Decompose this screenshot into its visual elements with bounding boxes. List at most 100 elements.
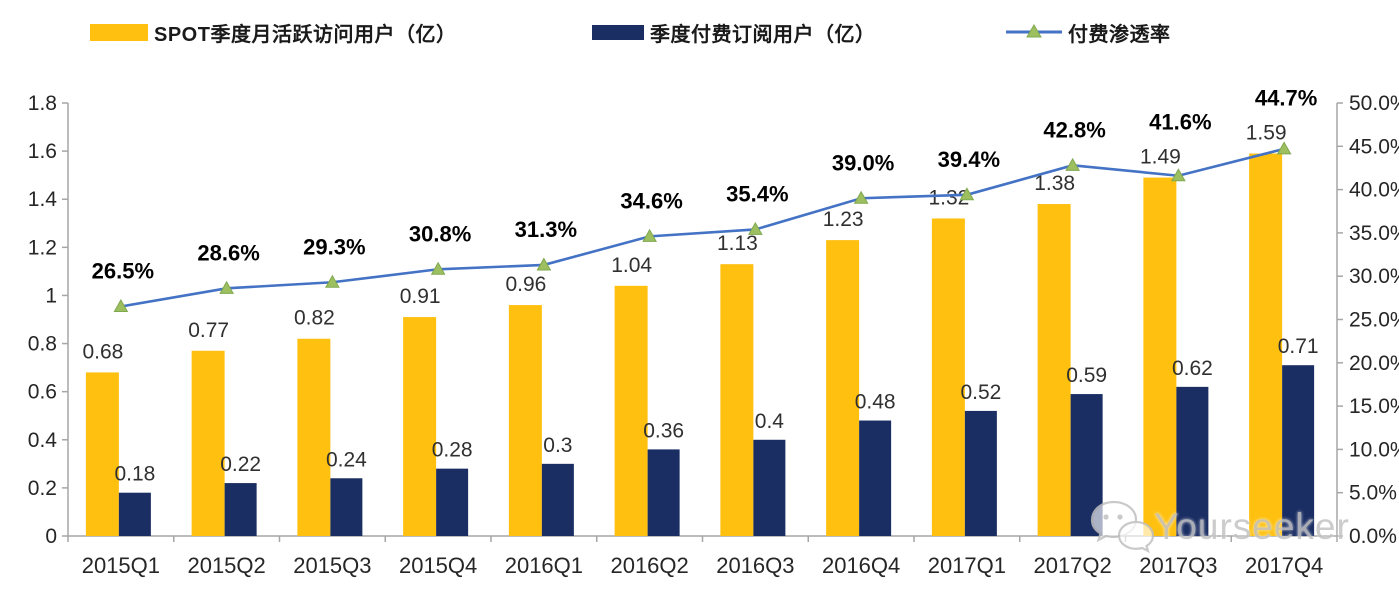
left-axis-tick-label: 1: [45, 284, 57, 307]
left-axis-tick-label: 0.6: [28, 381, 57, 404]
subs-value-label: 0.22: [220, 453, 261, 476]
penetration-pct-label: 30.8%: [409, 221, 471, 246]
mau-bar: [297, 338, 331, 536]
right-axis-tick-label: 35.0%: [1349, 222, 1399, 245]
legend-label-subs: 季度付费订阅用户（亿）: [650, 23, 876, 46]
subs-bar: [330, 478, 363, 536]
mau-bar: [508, 305, 542, 536]
penetration-pct-label: 29.3%: [303, 234, 365, 259]
legend-label-penetration: 付费渗透率: [1068, 23, 1171, 46]
mau-bar: [614, 285, 648, 536]
penetration-pct-label: 42.8%: [1043, 117, 1105, 142]
legend-item-penetration: 付费渗透率: [1006, 14, 1171, 50]
subs-value-label: 0.3: [543, 434, 572, 457]
line-triangle-icon: [1006, 24, 1062, 38]
subs-value-label: 0.71: [1278, 335, 1319, 358]
right-axis-tick-label: 50.0%: [1349, 92, 1399, 115]
penetration-pct-label: 39.0%: [832, 150, 894, 175]
subs-value-label: 0.59: [1066, 364, 1107, 387]
right-axis-tick-label: 30.0%: [1349, 265, 1399, 288]
subs-bar: [753, 439, 786, 536]
x-axis-label: 2016Q2: [610, 553, 688, 578]
mau-value-label: 0.96: [505, 273, 546, 296]
subs-bar: [436, 468, 469, 536]
left-axis-tick-label: 1.8: [28, 92, 57, 115]
subs-bar: [1070, 394, 1103, 536]
mau-value-label: 1.38: [1034, 172, 1075, 195]
x-axis-label: 2017Q3: [1139, 553, 1217, 578]
x-axis-label: 2017Q4: [1245, 553, 1323, 578]
mau-value-label: 1.32: [928, 186, 969, 209]
triangle-marker: [430, 261, 446, 275]
right-axis-tick-label: 0.0%: [1349, 525, 1397, 548]
mau-bar: [1249, 153, 1283, 536]
penetration-pct-label: 41.6%: [1149, 110, 1211, 135]
subs-bar: [541, 463, 574, 536]
right-axis-tick-label: 25.0%: [1349, 309, 1399, 332]
mau-value-label: 0.77: [188, 319, 229, 342]
mau-value-label: 1.49: [1140, 146, 1181, 169]
subs-bar: [859, 420, 892, 536]
triangle-marker: [959, 187, 975, 201]
mau-bar: [191, 350, 225, 536]
triangle-marker: [1276, 141, 1292, 155]
mau-bar-swatch: [90, 23, 148, 41]
subs-value-label: 0.62: [1172, 357, 1213, 380]
right-axis-tick-label: 5.0%: [1349, 482, 1397, 505]
subs-value-label: 0.28: [432, 439, 473, 462]
subs-bar: [1282, 365, 1315, 536]
x-axis-label: 2017Q1: [928, 553, 1006, 578]
left-axis-tick-label: 1.2: [28, 236, 57, 259]
x-axis-label: 2017Q2: [1033, 553, 1111, 578]
mau-bar: [403, 317, 437, 536]
triangle-marker: [325, 274, 340, 288]
left-axis-tick-label: 1.4: [28, 188, 58, 211]
mau-bar: [826, 240, 860, 536]
penetration-pct-label: 28.6%: [197, 240, 259, 265]
subs-bar: [118, 492, 151, 536]
subs-value-label: 0.4: [755, 410, 785, 433]
penetration-pct-label: 34.6%: [620, 188, 682, 213]
triangle-marker: [853, 190, 869, 204]
subs-bar: [224, 483, 257, 536]
left-axis-tick-label: 1.6: [28, 140, 57, 163]
left-axis-tick-label: 0: [45, 525, 57, 548]
subs-value-label: 0.36: [643, 419, 684, 442]
x-axis-label: 2016Q1: [505, 553, 583, 578]
x-axis-label: 2015Q3: [293, 553, 371, 578]
triangle-marker: [536, 257, 552, 271]
mau-bar: [1037, 204, 1071, 537]
subs-bar: [1176, 386, 1209, 536]
right-axis-tick-label: 15.0%: [1349, 395, 1399, 418]
mau-value-label: 0.68: [82, 340, 123, 363]
subs-value-label: 0.48: [855, 391, 896, 414]
mau-value-label: 1.13: [717, 232, 758, 255]
subs-value-label: 0.24: [326, 448, 367, 471]
left-axis-tick-label: 0.8: [28, 333, 57, 356]
x-axis-label: 2015Q4: [399, 553, 477, 578]
subs-value-label: 0.52: [960, 381, 1001, 404]
x-axis-label: 2016Q4: [822, 553, 900, 578]
penetration-pct-label: 26.5%: [92, 259, 154, 284]
left-axis-tick-label: 0.4: [28, 429, 58, 452]
triangle-marker: [113, 298, 129, 313]
triangle-marker: [219, 280, 234, 294]
mau-value-label: 1.23: [823, 208, 864, 231]
penetration-line-swatch: [1006, 23, 1062, 41]
x-axis-label: 2016Q3: [716, 553, 794, 578]
mau-bar: [720, 264, 754, 536]
penetration-pct-label: 39.4%: [938, 147, 1000, 172]
right-axis-tick-label: 20.0%: [1349, 352, 1399, 375]
x-axis-label: 2015Q2: [187, 553, 265, 578]
x-axis-label: 2015Q1: [82, 553, 160, 578]
mau-value-label: 1.04: [611, 254, 652, 277]
legend-label-mau: SPOT季度月活跃访问用户（亿）: [154, 23, 457, 46]
subs-bar-swatch: [592, 24, 644, 40]
mau-bar: [931, 218, 965, 536]
mau-bar: [85, 372, 119, 536]
right-axis-tick-label: 45.0%: [1349, 135, 1399, 158]
penetration-pct-label: 44.7%: [1255, 86, 1317, 111]
penetration-line: [120, 147, 1285, 308]
